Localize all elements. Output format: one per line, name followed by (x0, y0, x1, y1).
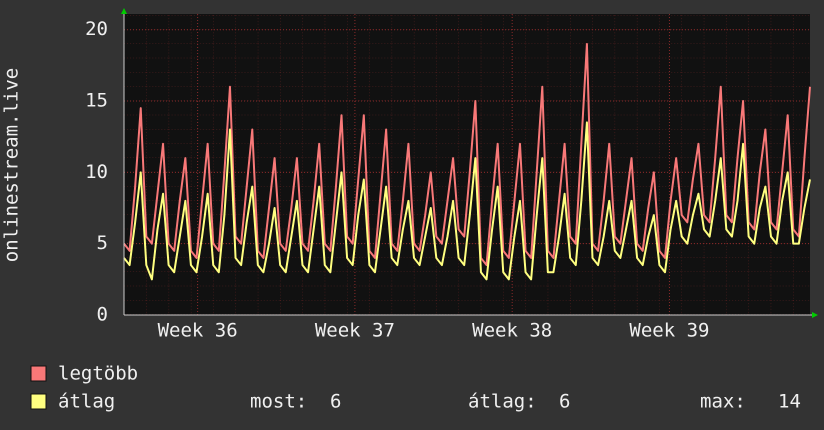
x-tick-label: Week 38 (472, 320, 552, 342)
x-arrow (812, 312, 818, 318)
y-tick-label: 0 (97, 304, 108, 326)
x-tick-label: Week 36 (158, 320, 238, 342)
stat-label: max: (700, 391, 746, 413)
y-tick-label: 10 (85, 161, 108, 183)
y-tick-label: 5 (97, 232, 108, 254)
series-line (123, 42, 811, 267)
x-tick-label: Week 37 (315, 320, 395, 342)
series-line (123, 121, 811, 281)
stat-value: 14 (778, 391, 801, 413)
stat-value: 6 (559, 391, 570, 413)
legend-swatch (30, 393, 47, 410)
stat-label: átlag: (468, 391, 537, 413)
stat-value: 6 (330, 391, 341, 413)
x-tick-label: Week 39 (629, 320, 709, 342)
legend-swatch (30, 365, 47, 382)
y-axis-label: onlinestream.live (1, 68, 23, 262)
y-tick-label: 15 (85, 90, 108, 112)
legend-label: átlag (58, 391, 115, 413)
stat-label: most: (250, 391, 307, 413)
legend-label: legtöbb (58, 363, 138, 385)
y-tick-label: 20 (85, 18, 108, 40)
y-arrow (121, 8, 127, 14)
